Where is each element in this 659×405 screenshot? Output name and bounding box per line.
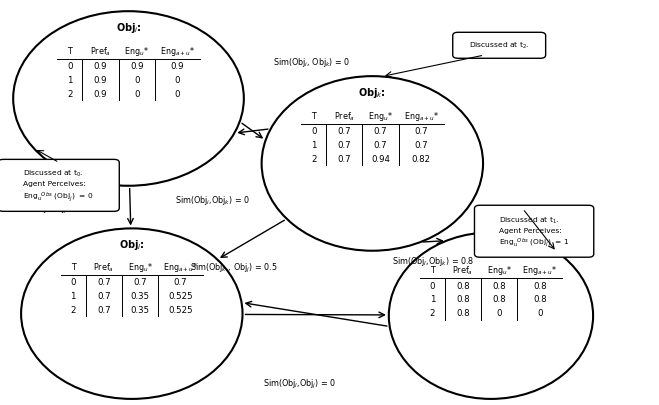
Text: 1: 1 — [71, 292, 76, 301]
Text: T: T — [71, 262, 76, 272]
Text: Eng$_{a+u}$*: Eng$_{a+u}$* — [403, 110, 439, 123]
Text: Eng$_{a+u}$*: Eng$_{a+u}$* — [163, 260, 198, 274]
Text: Sim(Obj$_{i}$,Obj$_{k}$) = 0: Sim(Obj$_{i}$,Obj$_{k}$) = 0 — [175, 194, 250, 207]
Text: 0.7: 0.7 — [97, 305, 111, 314]
Text: 2: 2 — [71, 305, 76, 314]
Text: 0.8: 0.8 — [533, 295, 546, 304]
Text: 0: 0 — [175, 76, 180, 85]
Text: 2: 2 — [67, 90, 72, 98]
Ellipse shape — [13, 12, 244, 186]
Text: 0.35: 0.35 — [130, 305, 150, 314]
Text: Eng$_{u}$*: Eng$_{u}$* — [368, 110, 393, 123]
Text: Pref$_{a}$: Pref$_{a}$ — [94, 261, 114, 273]
Text: T: T — [67, 47, 72, 56]
Text: 0.7: 0.7 — [174, 278, 187, 287]
Text: Sim(Obj$_{l}$,Obj$_{k}$) = 0.8: Sim(Obj$_{l}$,Obj$_{k}$) = 0.8 — [392, 255, 474, 268]
FancyBboxPatch shape — [474, 206, 594, 258]
Text: Sim(Obj$_{i}$,Obj$_{j}$) = 0.5: Sim(Obj$_{i}$,Obj$_{j}$) = 0.5 — [14, 202, 95, 215]
Text: 0: 0 — [67, 62, 72, 71]
Text: Eng$_{u}$*: Eng$_{u}$* — [125, 45, 149, 58]
Text: Obj$_{h}$:: Obj$_{h}$: — [477, 241, 505, 255]
Text: 0.7: 0.7 — [337, 127, 351, 136]
Text: 0.9: 0.9 — [130, 62, 144, 71]
Text: 0.7: 0.7 — [374, 141, 387, 149]
Text: Obj$_{l}$:: Obj$_{l}$: — [119, 237, 145, 251]
Text: 0.9: 0.9 — [94, 62, 107, 71]
Text: 0: 0 — [134, 90, 140, 98]
Text: Obj$_{k}$:: Obj$_{k}$: — [358, 85, 386, 100]
Text: 0.94: 0.94 — [371, 154, 390, 163]
Text: 0.7: 0.7 — [97, 278, 111, 287]
Text: 0.9: 0.9 — [171, 62, 184, 71]
Text: 1: 1 — [311, 141, 316, 149]
Text: 0: 0 — [71, 278, 76, 287]
Text: 0.9: 0.9 — [94, 76, 107, 85]
Text: 0.9: 0.9 — [94, 90, 107, 98]
Text: Discussed at t$_{2}$.: Discussed at t$_{2}$. — [469, 41, 529, 51]
Text: 1: 1 — [67, 76, 72, 85]
Text: Sim(Obj$_{l}$,Obj$_{j}$) = 0: Sim(Obj$_{l}$,Obj$_{j}$) = 0 — [263, 377, 337, 390]
Text: Eng$_{u}$*: Eng$_{u}$* — [487, 264, 511, 277]
Text: 0.8: 0.8 — [533, 281, 546, 290]
Text: 0.7: 0.7 — [415, 141, 428, 149]
Text: 0: 0 — [311, 127, 316, 136]
Text: Eng$_{a+u}$*: Eng$_{a+u}$* — [522, 264, 558, 277]
Text: 2: 2 — [430, 309, 435, 318]
Text: 0.8: 0.8 — [456, 295, 470, 304]
FancyBboxPatch shape — [0, 160, 119, 212]
Text: 0.8: 0.8 — [492, 295, 506, 304]
Text: 0: 0 — [430, 281, 435, 290]
Text: 0.7: 0.7 — [337, 154, 351, 163]
Text: T: T — [311, 112, 316, 121]
Text: 0: 0 — [537, 309, 542, 318]
Text: Eng$_{u}$*: Eng$_{u}$* — [128, 260, 152, 274]
Text: Pref$_{a}$: Pref$_{a}$ — [90, 45, 111, 58]
Text: 0.8: 0.8 — [456, 281, 470, 290]
Text: 0: 0 — [496, 309, 502, 318]
Text: 0.8: 0.8 — [492, 281, 506, 290]
Ellipse shape — [389, 233, 593, 399]
Text: 1: 1 — [430, 295, 435, 304]
Text: 0.82: 0.82 — [411, 154, 431, 163]
Ellipse shape — [262, 77, 483, 251]
Text: Pref$_{a}$: Pref$_{a}$ — [334, 110, 355, 122]
Text: 0: 0 — [134, 76, 140, 85]
Text: 0.525: 0.525 — [168, 305, 193, 314]
Text: Obj$_{i}$:: Obj$_{i}$: — [115, 21, 142, 35]
Text: 0.7: 0.7 — [415, 127, 428, 136]
Text: T: T — [430, 266, 435, 275]
Text: 0.35: 0.35 — [130, 292, 150, 301]
Text: Sim(Obj$_{i}$, Obj$_{k}$) = 0: Sim(Obj$_{i}$, Obj$_{k}$) = 0 — [273, 56, 351, 69]
Text: Discussed at t$_{0}$.
Agent Perceives:
Eng$_{u}$$^{Obs}$ (Obj$_{j}$)  = 0: Discussed at t$_{0}$. Agent Perceives: E… — [23, 168, 94, 204]
FancyBboxPatch shape — [453, 33, 546, 59]
Text: Pref$_{a}$: Pref$_{a}$ — [453, 264, 473, 277]
Text: 0: 0 — [175, 90, 180, 98]
Text: Discussed at t$_{1}$.
Agent Perceives:
Eng$_{u}$$^{Obs}$ (Obj$_{l}$)  = 1: Discussed at t$_{1}$. Agent Perceives: E… — [499, 215, 569, 249]
Text: Sim(Obj$_{k}$ , Obj$_{j}$) = 0.5: Sim(Obj$_{k}$ , Obj$_{j}$) = 0.5 — [190, 262, 277, 275]
Text: 0.525: 0.525 — [168, 292, 193, 301]
Text: 0.7: 0.7 — [133, 278, 147, 287]
Text: 0.8: 0.8 — [456, 309, 470, 318]
Text: 0.7: 0.7 — [374, 127, 387, 136]
Text: 2: 2 — [311, 154, 316, 163]
Ellipse shape — [21, 229, 243, 399]
Text: 0.7: 0.7 — [97, 292, 111, 301]
Text: Eng$_{a+u}$*: Eng$_{a+u}$* — [159, 45, 195, 58]
Text: 0.7: 0.7 — [337, 141, 351, 149]
